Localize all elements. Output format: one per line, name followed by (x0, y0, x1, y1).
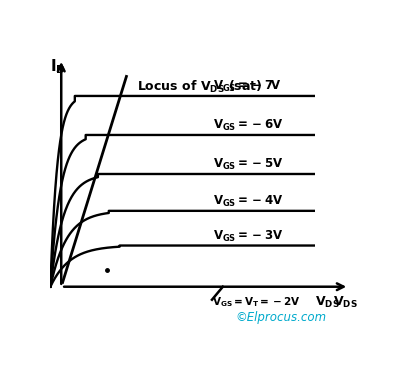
Text: $\mathbf{V_{GS}}$$\mathbf{=-6V}$: $\mathbf{V_{GS}}$$\mathbf{=-6V}$ (213, 118, 284, 133)
Text: $\mathbf{V_{GS}}$$\mathbf{=-5V}$: $\mathbf{V_{GS}}$$\mathbf{=-5V}$ (213, 157, 284, 172)
Text: Locus of $\mathbf{V_{DS}}$ (sat): Locus of $\mathbf{V_{DS}}$ (sat) (137, 79, 263, 95)
Text: $\mathbf{I_D}$: $\mathbf{I_D}$ (50, 58, 66, 76)
Text: $\mathbf{V_{GS}}$$\mathbf{=-7V}$: $\mathbf{V_{GS}}$$\mathbf{=-7V}$ (213, 79, 282, 94)
Text: $\mathbf{V_{GS}}$$\mathbf{=-4V}$: $\mathbf{V_{GS}}$$\mathbf{=-4V}$ (213, 194, 284, 209)
Text: $\mathbf{V_{GS}}$$\mathbf{=-3V}$: $\mathbf{V_{GS}}$$\mathbf{=-3V}$ (213, 229, 283, 244)
Text: $\mathbf{V_{DS}}$: $\mathbf{V_{DS}}$ (315, 295, 340, 310)
Text: $\mathbf{V_{GS} = V_T = -2V}$: $\mathbf{V_{GS} = V_T = -2V}$ (212, 295, 300, 309)
Text: ©Elprocus.com: ©Elprocus.com (235, 311, 326, 324)
Text: $\mathbf{V_{DS}}$: $\mathbf{V_{DS}}$ (332, 295, 357, 310)
